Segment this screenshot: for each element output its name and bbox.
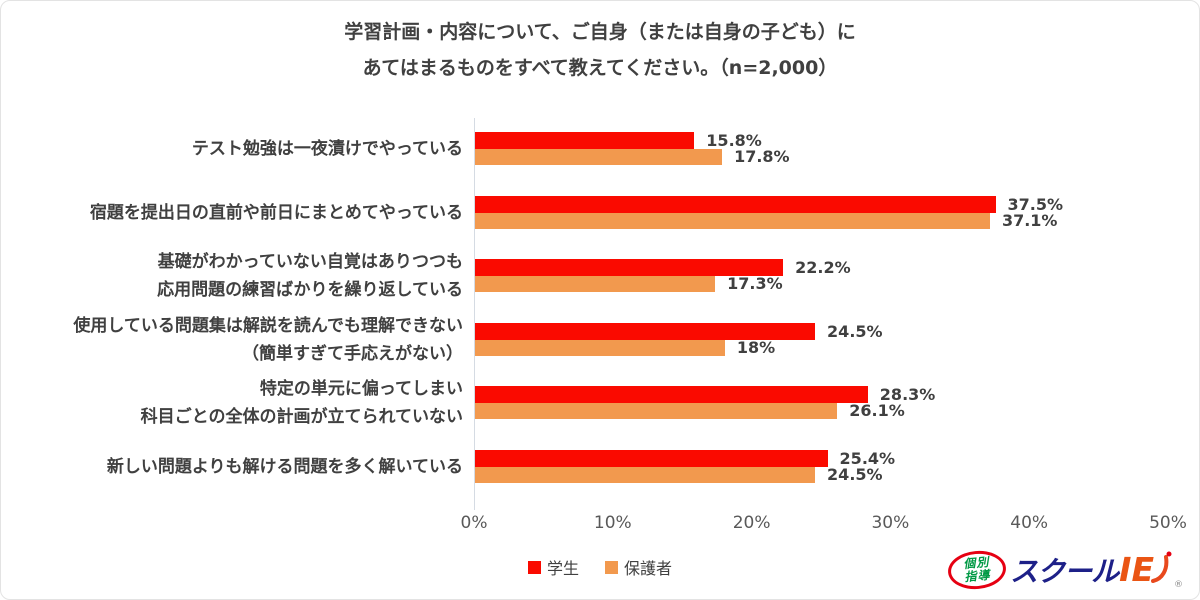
category-label: 基礎がわかっていない自覚はありつつも 応用問題の練習ばかりを繰り返している — [157, 252, 463, 300]
legend-item-parents: 保護者 — [605, 555, 672, 579]
x-axis-tick: 40% — [1010, 513, 1049, 533]
bar-students — [475, 322, 816, 340]
legend: 学生 保護者 — [1, 555, 1199, 579]
bar-students — [475, 259, 784, 276]
bar-pair: 22.2% 17.3% — [475, 259, 1169, 293]
legend-label: 学生 — [546, 559, 579, 578]
bar-students — [475, 195, 996, 213]
value-label: 18% — [736, 337, 776, 357]
bar-pair: 24.5% 18% — [475, 321, 1169, 357]
logo-text-school: スクール — [1010, 555, 1119, 588]
x-axis-tick: 30% — [871, 513, 910, 533]
school-ie-logo: 個別 指導 スクール IE ® — [946, 548, 1183, 592]
legend-item-students: 学生 — [527, 555, 579, 579]
value-label: 37.1% — [1001, 210, 1058, 230]
value-label: 17.3% — [727, 274, 783, 293]
value-label: 24.5% — [827, 464, 883, 484]
x-axis-tick: 0% — [460, 513, 488, 533]
logo-swoosh-icon — [1151, 551, 1172, 583]
bar-parents — [475, 466, 816, 483]
value-label: 26.1% — [849, 401, 905, 420]
bar-pair: 37.5% 37.1% — [475, 194, 1169, 230]
bar-group: 宿題を提出日の直前や前日にまとめてやっている 37.5% 37.1% — [1, 194, 1199, 230]
value-label: 17.8% — [734, 147, 790, 166]
bar-pair: 15.8% 17.8% — [475, 132, 1169, 166]
category-label: 新しい問題よりも解ける問題を多く解いている — [106, 456, 463, 477]
bar-group: テスト勉強は一夜漬けでやっている 15.8% 17.8% — [1, 132, 1199, 166]
bar-parents — [475, 149, 723, 165]
bar-pair: 28.3% 26.1% — [475, 386, 1169, 420]
bar-parents — [475, 339, 725, 356]
logo-wordmark: スクール IE ® — [1010, 550, 1183, 590]
chart-title-line2: あてはまるものをすべて教えてください。（n=2,000） — [362, 57, 838, 79]
category-label: テスト勉強は一夜漬けでやっている — [191, 139, 463, 159]
category-label: 使用している問題集は解説を読んでも理解できない （簡単すぎて手応えがない） — [73, 315, 463, 364]
bar-group: 特定の単元に偏ってしまい 科目ごとの全体の計画が立てられていない 28.3% 26.1… — [1, 379, 1199, 427]
value-label: 24.5% — [827, 321, 883, 341]
chart-title: 学習計画・内容について、ご自身（または自身の子ども）に あてはまるものをすべて教… — [1, 14, 1199, 86]
value-label: 37.5% — [1007, 194, 1064, 214]
bar-students — [475, 386, 868, 403]
bar-parents — [475, 403, 838, 419]
x-axis-tick: 10% — [593, 513, 632, 533]
y-axis-line — [474, 118, 475, 510]
value-label: 15.8% — [706, 131, 762, 150]
category-label: 宿題を提出日の直前や前日にまとめてやっている — [89, 202, 463, 223]
registered-trademark: ® — [1174, 580, 1183, 590]
legend-label: 保護者 — [624, 559, 673, 578]
category-label: 特定の単元に偏ってしまい 科目ごとの全体の計画が立てられていない — [140, 379, 463, 427]
x-axis-tick: 50% — [1149, 513, 1187, 533]
bar-group: 新しい問題よりも解ける問題を多く解いている 25.4% 24.5% — [1, 448, 1199, 484]
bar-group: 使用している問題集は解説を読んでも理解できない （簡単すぎて手応えがない） 24.5… — [1, 315, 1199, 364]
value-label: 25.4% — [839, 448, 896, 468]
bar-students — [475, 449, 828, 467]
bar-students — [475, 132, 695, 149]
value-label: 28.3% — [879, 385, 936, 404]
x-axis-tick: 20% — [732, 513, 771, 533]
bar-parents — [475, 276, 716, 292]
chart-title-line1: 学習計画・内容について、ご自身（または自身の子ども）に — [344, 21, 856, 43]
logo-text-ie: IE — [1119, 550, 1154, 589]
bar-group: 基礎がわかっていない自覚はありつつも 応用問題の練習ばかりを繰り返している 22.2… — [1, 252, 1199, 300]
badge-text-line2: 指導 — [964, 567, 992, 585]
kobetsu-shido-badge: 個別 指導 — [946, 548, 1008, 592]
bar-parents — [475, 212, 990, 229]
bar-pair: 25.4% 24.5% — [475, 448, 1169, 484]
legend-swatch — [605, 560, 618, 574]
legend-swatch — [527, 560, 541, 574]
value-label: 22.2% — [795, 258, 851, 277]
